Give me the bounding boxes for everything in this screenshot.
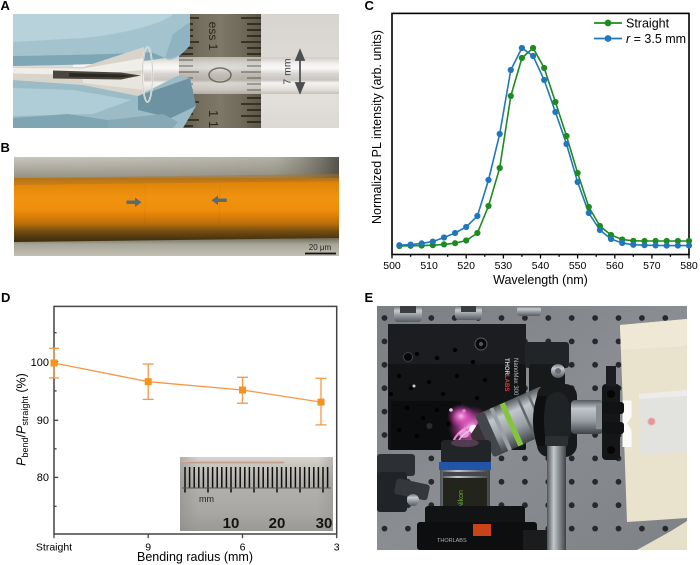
- svg-text:7 mm: 7 mm: [282, 58, 294, 85]
- svg-text:Wavelength (nm): Wavelength (nm): [493, 273, 588, 287]
- svg-text:Bending radius (mm): Bending radius (mm): [137, 550, 253, 564]
- svg-text:510: 510: [420, 260, 438, 272]
- svg-text:30: 30: [315, 515, 332, 531]
- svg-text:550: 550: [569, 260, 587, 272]
- svg-text:530: 530: [495, 260, 513, 272]
- svg-text:mm: mm: [199, 494, 214, 504]
- svg-text:540: 540: [532, 260, 550, 272]
- svg-text:NanoMax 300: NanoMax 300: [512, 358, 518, 396]
- svg-text:THORLABS: THORLABS: [503, 358, 509, 391]
- svg-text:570: 570: [643, 260, 661, 272]
- svg-text:580: 580: [680, 260, 698, 272]
- svg-text:THORLABS: THORLABS: [437, 538, 467, 544]
- svg-text:Nikon: Nikon: [458, 489, 465, 507]
- svg-text:20 μm: 20 μm: [308, 243, 331, 252]
- svg-text:80: 80: [37, 472, 49, 484]
- svg-text:500: 500: [383, 260, 401, 272]
- svg-text:3: 3: [334, 542, 340, 554]
- svg-text:10: 10: [222, 515, 239, 531]
- svg-text:Normalized PL intensity (arb.: Normalized PL intensity (arb. units): [370, 30, 384, 224]
- svg-text:20: 20: [268, 515, 285, 531]
- svg-text:90: 90: [37, 415, 49, 427]
- svg-text:6: 6: [240, 542, 246, 554]
- svg-text:520: 520: [457, 260, 475, 272]
- svg-text:ess 1: ess 1: [206, 21, 220, 50]
- svg-text:r = 3.5 mm: r = 3.5 mm: [626, 32, 686, 46]
- svg-text:1 1: 1 1: [206, 109, 221, 127]
- svg-text:Straight: Straight: [36, 542, 72, 554]
- svg-text:560: 560: [606, 260, 624, 272]
- svg-text:Straight: Straight: [626, 17, 670, 31]
- svg-text:100: 100: [31, 357, 49, 369]
- svg-text:9: 9: [145, 542, 151, 554]
- svg-text:Pbend/Pstraight (%): Pbend/Pstraight (%): [15, 373, 31, 466]
